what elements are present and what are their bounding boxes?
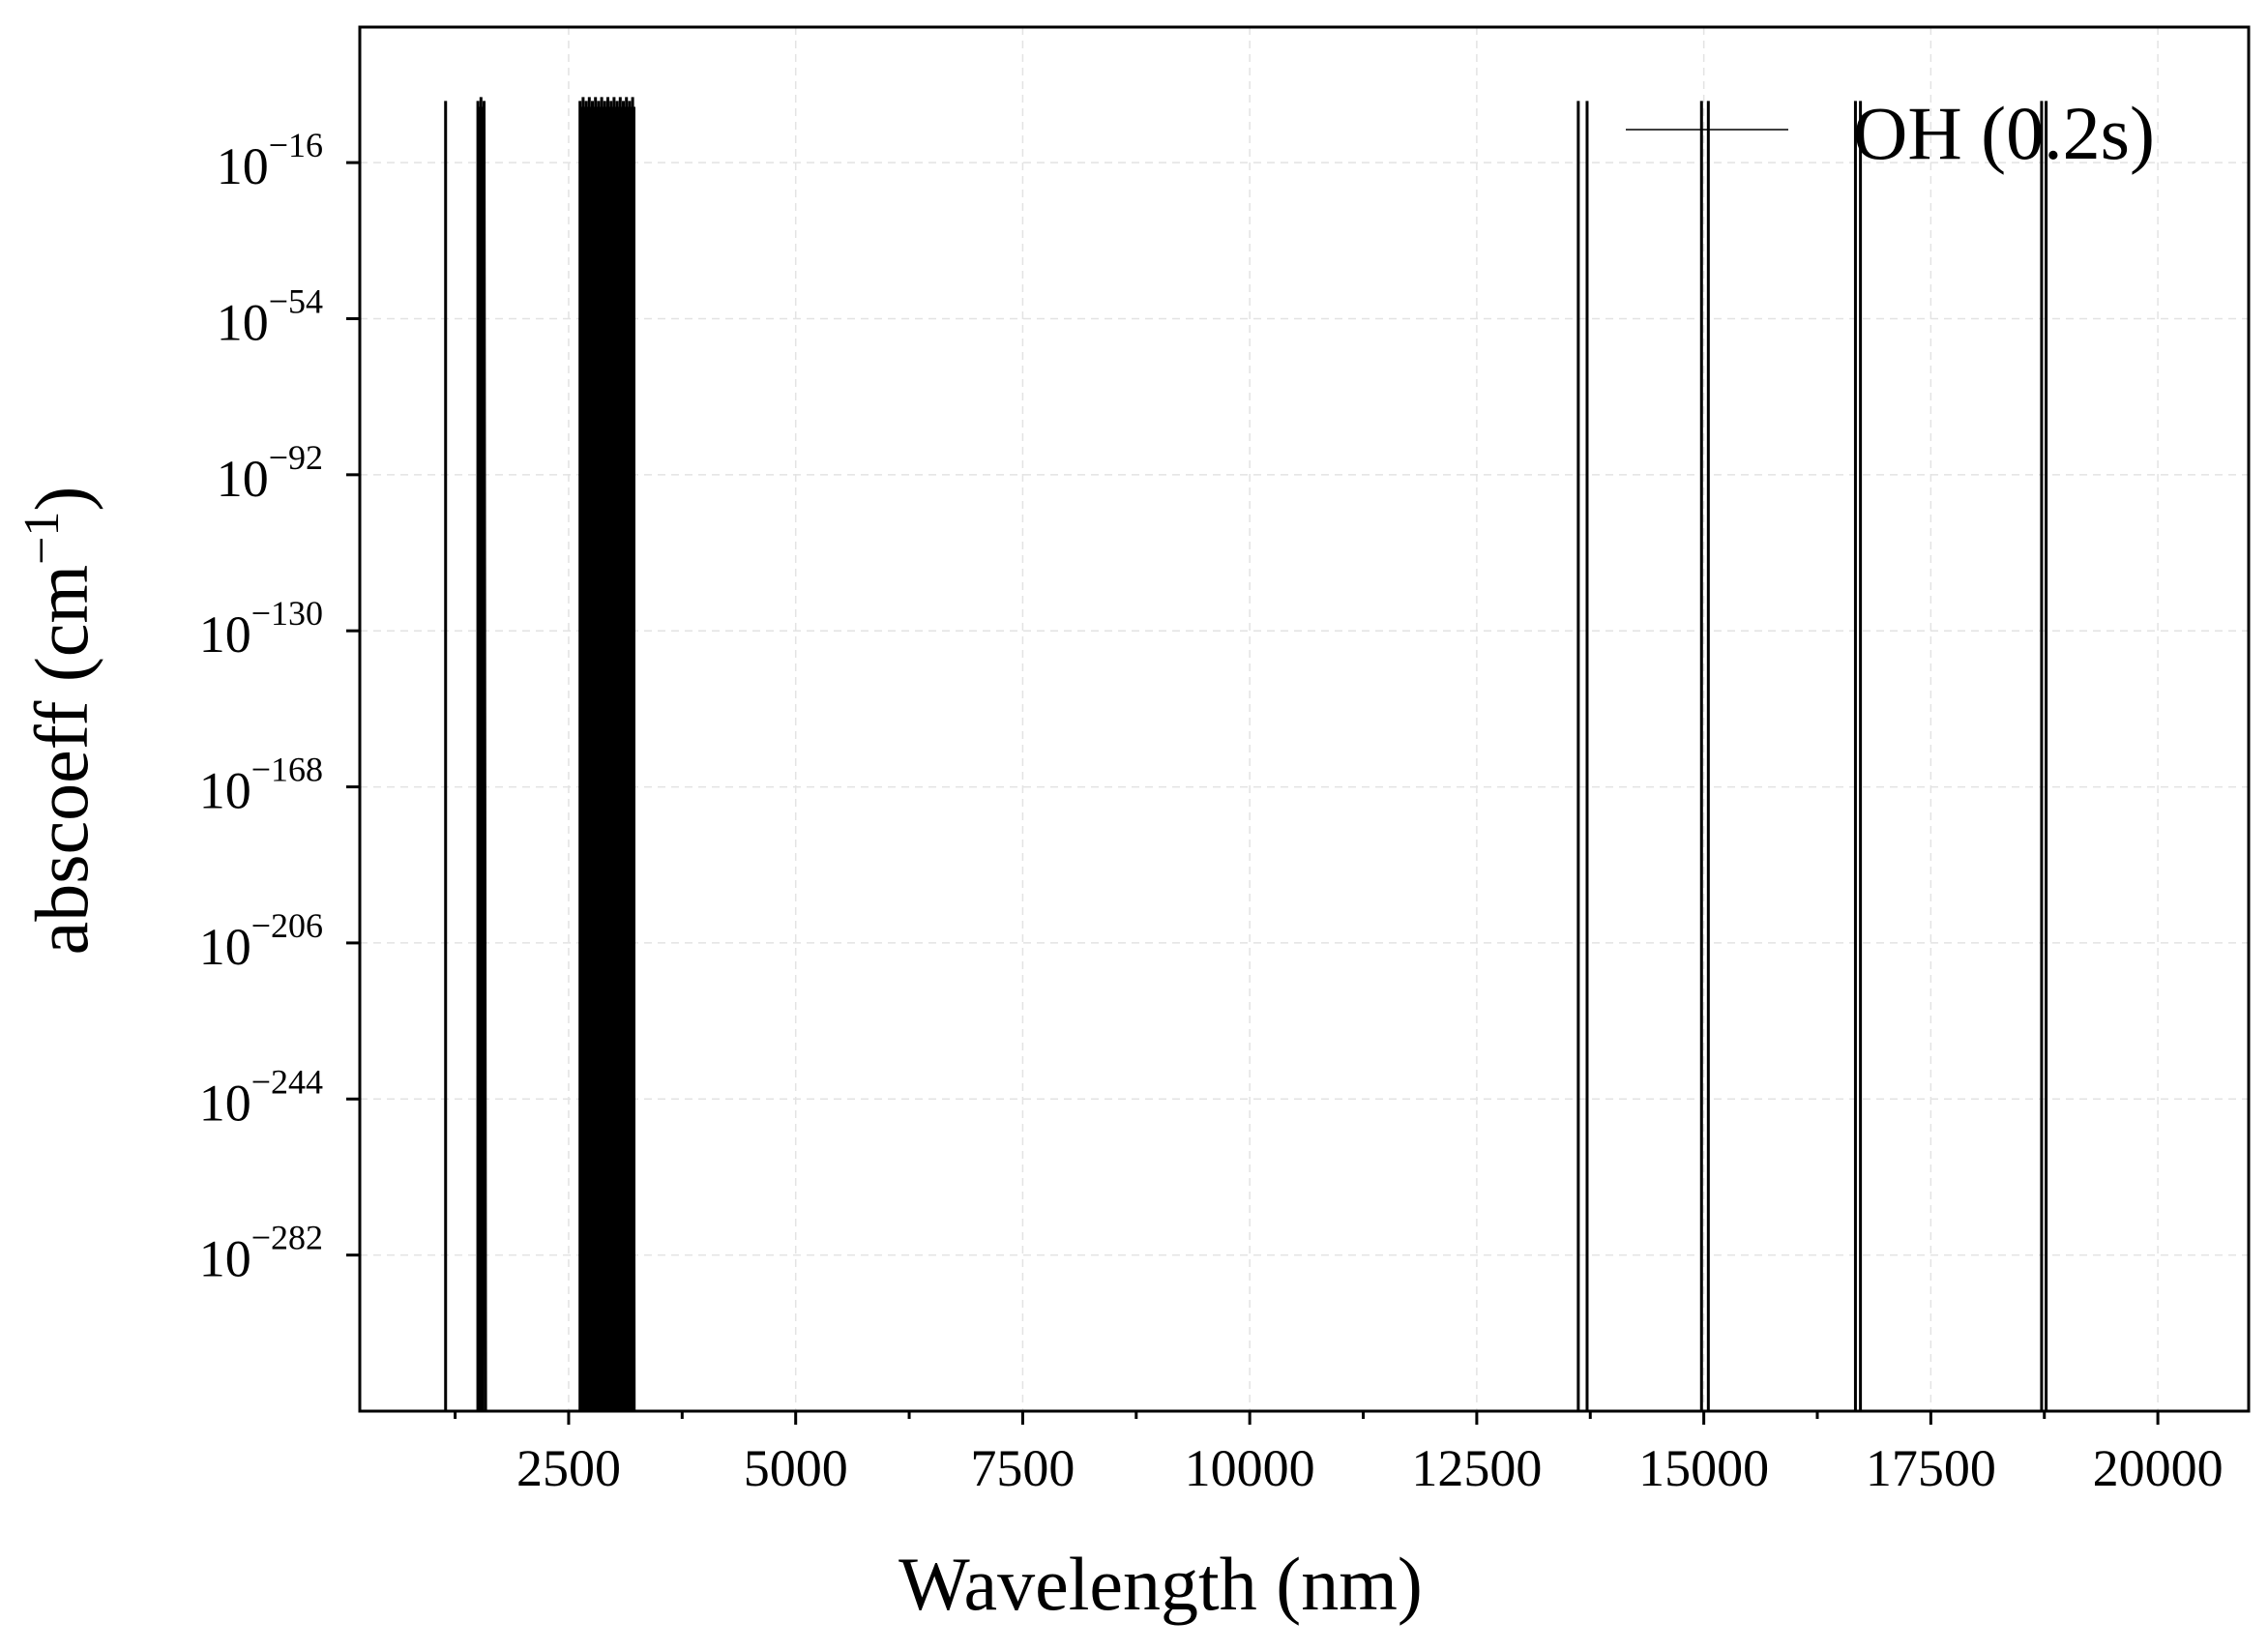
y-tick-label: 10−130 [199, 594, 323, 663]
spectrum-series [444, 97, 2048, 1412]
x-tick-label: 12500 [1411, 1439, 1542, 1497]
x-tick-label: 10000 [1185, 1439, 1315, 1497]
y-tick-exponent: −244 [251, 1062, 323, 1101]
y-tick-exponent: −92 [269, 438, 323, 477]
y-axis-title-base: abscoeff (cm [19, 565, 103, 956]
y-tick-exponent: −282 [251, 1219, 323, 1257]
y-tick-base: 10 [199, 605, 251, 663]
y-tick-label: 10−168 [199, 751, 323, 820]
y-tick-exponent: −54 [269, 281, 323, 320]
y-tick-label: 10−54 [217, 281, 323, 351]
y-tick-label: 10−16 [217, 126, 323, 195]
y-tick-exponent: −130 [251, 594, 323, 633]
y-tick-base: 10 [217, 293, 269, 351]
x-tick-label: 5000 [744, 1439, 848, 1497]
x-tick-label: 20000 [2093, 1439, 2224, 1497]
y-tick-label: 10−244 [199, 1062, 323, 1132]
plot-frame [358, 25, 2251, 1413]
y-tick-exponent: −16 [269, 126, 323, 164]
y-tick-base: 10 [217, 450, 269, 508]
y-tick-base: 10 [199, 762, 251, 820]
x-tick-label: 2500 [516, 1439, 621, 1497]
x-tick-label: 7500 [970, 1439, 1075, 1497]
y-tick-label: 10−282 [199, 1219, 323, 1288]
y-tick-label: 10−206 [199, 906, 323, 976]
legend: OH (0.2s) [1626, 91, 2155, 175]
y-axis-title-close: ) [19, 486, 103, 512]
x-axis: 2500 5000 7500 10000 12500 15000 17500 20000 [454, 1411, 2224, 1497]
y-tick-base: 10 [199, 918, 251, 976]
y-axis-title: abscoeff (cm−1) [15, 486, 103, 956]
grid [360, 27, 2249, 1411]
x-axis-title: Wavelength (nm) [898, 1542, 1423, 1626]
spectral-band [476, 97, 487, 1412]
y-axis: 10−1610−5410−9210−13010−16810−20610−2441… [199, 126, 360, 1288]
y-tick-base: 10 [217, 137, 269, 195]
y-tick-exponent: −206 [251, 906, 323, 945]
x-tick-label: 17500 [1866, 1439, 1996, 1497]
spectral-band-fill [478, 106, 485, 1412]
legend-label: OH (0.2s) [1853, 91, 2155, 175]
x-tick-label: 15000 [1638, 1439, 1769, 1497]
y-tick-exponent: −168 [251, 751, 323, 789]
y-tick-base: 10 [199, 1074, 251, 1132]
y-tick-base: 10 [199, 1230, 251, 1288]
y-axis-title-exponent: −1 [15, 512, 70, 565]
y-tick-label: 10−92 [217, 438, 323, 508]
spectral-band-fill [579, 106, 635, 1412]
